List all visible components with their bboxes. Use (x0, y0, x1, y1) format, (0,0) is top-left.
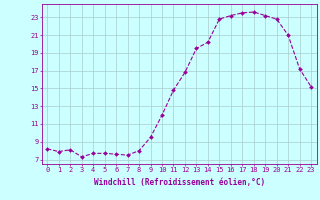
X-axis label: Windchill (Refroidissement éolien,°C): Windchill (Refroidissement éolien,°C) (94, 178, 265, 187)
